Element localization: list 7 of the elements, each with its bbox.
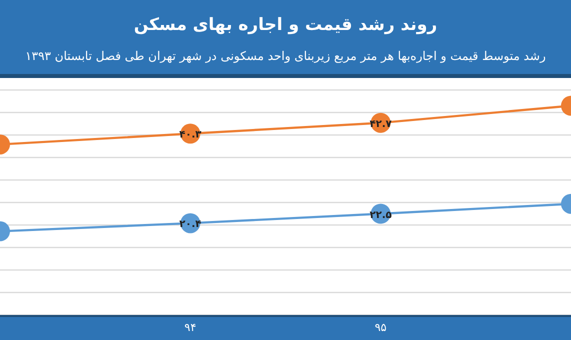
x-tick-label: ۹۴ <box>184 321 196 334</box>
x-tick-label: ۹۵ <box>374 321 387 334</box>
data-label: ۲۰.۴ <box>179 219 202 230</box>
data-label: ۴۰.۳ <box>179 130 202 141</box>
chart-subtitle: رشد متوسط قیمت و اجاره‌بها هر متر مربع زیربنای واحد مسکونی در شهر تهران طی فصل تابستان ۱۳۹۳ <box>25 49 546 63</box>
data-label: ۲۲.۵ <box>370 210 392 221</box>
chart-title: روند رشد قیمت و اجاره بهای مسکن <box>134 15 438 35</box>
